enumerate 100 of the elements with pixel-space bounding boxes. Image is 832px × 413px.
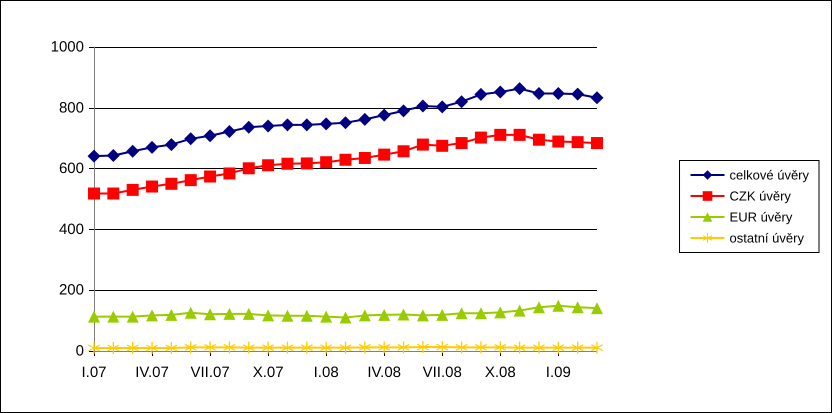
point bbox=[107, 342, 120, 354]
point bbox=[184, 306, 197, 319]
point bbox=[552, 136, 564, 148]
point bbox=[320, 342, 332, 354]
legend-label: EUR úvěry bbox=[730, 210, 793, 224]
point bbox=[146, 342, 158, 354]
point bbox=[165, 178, 178, 190]
point bbox=[146, 180, 158, 193]
point bbox=[340, 154, 352, 166]
point bbox=[126, 310, 139, 323]
point bbox=[552, 300, 564, 312]
point bbox=[398, 308, 410, 321]
point bbox=[88, 342, 100, 354]
point bbox=[416, 99, 430, 112]
point bbox=[494, 341, 506, 354]
point bbox=[532, 301, 545, 314]
point bbox=[126, 184, 139, 196]
point bbox=[146, 309, 158, 322]
point bbox=[514, 128, 526, 141]
point bbox=[242, 162, 255, 174]
point bbox=[320, 310, 332, 323]
point bbox=[494, 306, 506, 318]
point bbox=[456, 137, 468, 150]
point bbox=[107, 188, 120, 200]
point bbox=[204, 129, 217, 142]
point bbox=[436, 308, 448, 321]
point bbox=[494, 85, 507, 98]
point bbox=[358, 341, 371, 354]
point bbox=[532, 87, 546, 100]
y-tick-label: 400 bbox=[58, 220, 84, 238]
x-tick-label: IV.08 bbox=[367, 364, 402, 381]
point bbox=[514, 304, 526, 317]
x-tick-label: I.07 bbox=[81, 364, 107, 381]
point bbox=[378, 341, 390, 354]
point bbox=[591, 342, 603, 354]
point bbox=[514, 342, 526, 354]
point bbox=[456, 341, 468, 354]
point bbox=[184, 341, 197, 354]
point bbox=[281, 158, 294, 170]
point bbox=[474, 88, 488, 101]
y-tick-label: 600 bbox=[58, 160, 84, 178]
x-tick-label: X.07 bbox=[252, 364, 284, 381]
point bbox=[262, 309, 274, 322]
point bbox=[532, 342, 545, 354]
point bbox=[339, 116, 352, 130]
point bbox=[262, 342, 274, 354]
point bbox=[300, 342, 313, 354]
point bbox=[572, 136, 584, 148]
point bbox=[88, 150, 100, 163]
point bbox=[184, 174, 197, 186]
point bbox=[126, 144, 140, 158]
point bbox=[358, 309, 371, 322]
point bbox=[398, 145, 410, 158]
point bbox=[320, 156, 332, 168]
point bbox=[204, 341, 216, 354]
x-tick-label: IV.07 bbox=[135, 364, 169, 381]
point bbox=[88, 188, 100, 200]
point bbox=[300, 118, 314, 132]
legend-label: CZK úvěry bbox=[730, 188, 792, 204]
x-tick-label: VII.07 bbox=[190, 364, 230, 381]
point bbox=[146, 140, 159, 154]
point bbox=[358, 152, 371, 164]
point bbox=[378, 308, 390, 321]
point bbox=[552, 87, 565, 100]
point bbox=[262, 159, 274, 172]
point bbox=[436, 140, 448, 152]
point bbox=[474, 307, 487, 320]
point bbox=[300, 157, 313, 170]
point bbox=[591, 302, 603, 314]
point bbox=[591, 137, 603, 150]
point bbox=[223, 341, 236, 354]
point bbox=[397, 104, 410, 118]
point bbox=[552, 342, 564, 354]
point bbox=[340, 342, 352, 354]
point bbox=[398, 341, 410, 354]
point bbox=[164, 138, 178, 152]
point bbox=[126, 342, 139, 354]
point bbox=[456, 307, 468, 320]
point bbox=[262, 120, 275, 133]
point bbox=[223, 308, 236, 320]
point bbox=[106, 149, 120, 162]
point bbox=[416, 138, 429, 151]
legend-label: celkové úvěry bbox=[730, 168, 810, 182]
point bbox=[455, 95, 468, 108]
legend-label: ostatní úvěry bbox=[730, 230, 804, 246]
point bbox=[242, 308, 255, 320]
point bbox=[320, 117, 333, 130]
point bbox=[378, 148, 390, 161]
point bbox=[416, 309, 429, 322]
point bbox=[280, 118, 294, 132]
x-tick-label: I.09 bbox=[546, 364, 571, 381]
point bbox=[474, 341, 487, 354]
point bbox=[358, 112, 372, 126]
point bbox=[572, 301, 584, 314]
point bbox=[416, 341, 429, 354]
point bbox=[340, 312, 352, 324]
point bbox=[436, 341, 448, 354]
point bbox=[242, 342, 255, 354]
y-tick-label: 200 bbox=[58, 282, 84, 299]
y-tick-label: 0 bbox=[76, 342, 84, 360]
